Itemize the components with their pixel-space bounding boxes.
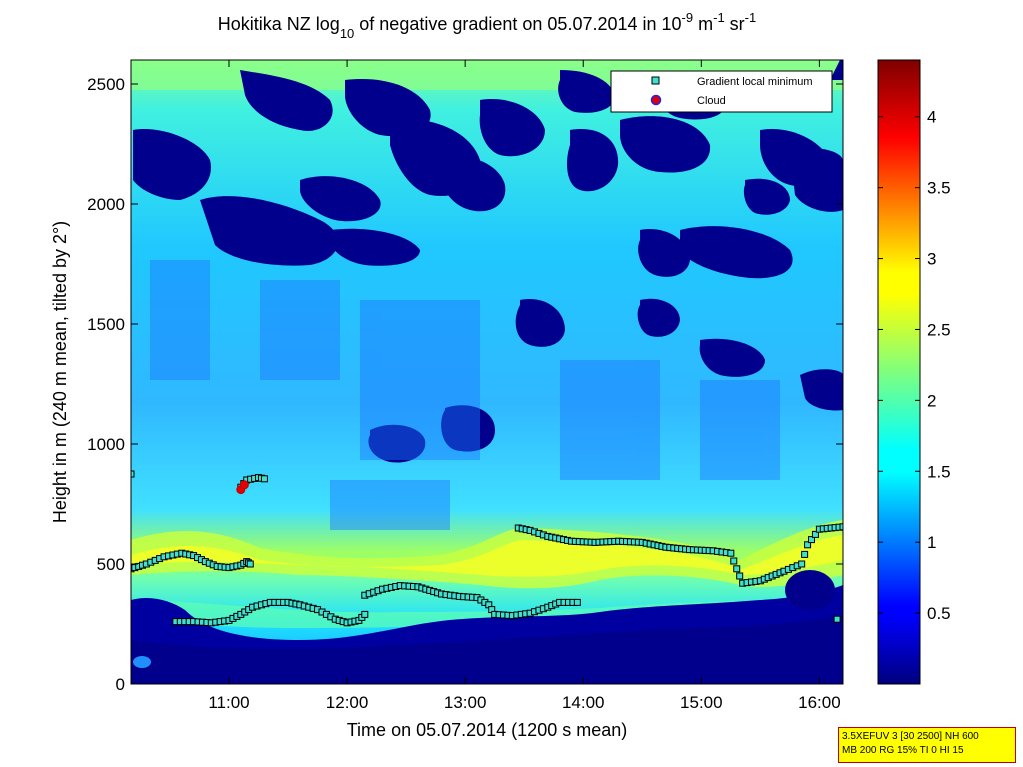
info-line-2: MB 200 RG 15% TI 0 HI 15 <box>842 745 964 756</box>
legend-label-cloud: Cloud <box>697 95 726 107</box>
x-tick-label: 11:00 <box>208 693 249 712</box>
gradient-minimum-marker <box>736 572 744 580</box>
gradient-minimum-marker <box>839 523 843 531</box>
gradient-minimum-marker <box>246 560 254 568</box>
y-tick-label: 2500 <box>87 75 125 94</box>
y-axis: 0 500 1000 1500 2000 2500 <box>87 75 843 694</box>
heatmap-field <box>131 60 843 684</box>
plot-frame <box>130 59 844 685</box>
colorbar-tick-label: 0.5 <box>927 604 951 623</box>
series-layer <box>131 470 843 627</box>
gradient-minimum-marker <box>573 598 581 606</box>
info-box: 3.5XEFUV 3 [30 2500] NH 600 MB 200 RG 15… <box>838 727 1016 763</box>
gradient-minimum-marker <box>804 541 812 549</box>
colorbar-tick-label: 2 <box>927 391 936 410</box>
gradient-minimum-marker <box>833 615 841 623</box>
legend-square-marker-icon <box>651 76 660 85</box>
gradient-minimum-marker <box>808 536 816 544</box>
colorbar-ticks: 0.5 1 1.5 2 2.5 3 3.5 4 <box>878 108 951 623</box>
gradient-minimum-marker <box>260 475 268 483</box>
colorbar-tick-label: 1.5 <box>927 462 951 481</box>
legend: Gradient local minimum Cloud <box>610 70 833 113</box>
cloud-marker <box>239 480 249 490</box>
gradient-minimum-marker <box>798 560 806 568</box>
x-tick-label: 13:00 <box>444 693 487 712</box>
colorbar-frame <box>877 59 921 685</box>
y-tick-label: 1000 <box>87 435 125 454</box>
y-tick-label: 1500 <box>87 315 125 334</box>
legend-box <box>610 70 833 113</box>
colorbar-tick-label: 3 <box>927 250 936 269</box>
x-axis: 11:00 12:00 13:00 14:00 15:00 16:00 <box>208 60 841 712</box>
y-axis-label: Height in m (240 m mean, tilted by 2°) <box>50 221 70 523</box>
colorbar-tick-label: 1 <box>927 533 936 552</box>
colorbar-tick-label: 2.5 <box>927 320 951 339</box>
colorbar-tick-label: 4 <box>927 108 936 127</box>
colorbar-gradient <box>878 60 920 684</box>
y-tick-label: 500 <box>97 555 125 574</box>
gradient-minimum-marker <box>361 610 369 618</box>
colorbar: 0.5 1 1.5 2 2.5 3 3.5 4 <box>877 59 951 685</box>
legend-label-gradient: Gradient local minimum <box>697 76 813 88</box>
chart-title: Hokitika NZ log10 of negative gradient o… <box>218 10 756 41</box>
legend-circle-marker-icon <box>650 94 662 106</box>
gradient-minimum-marker <box>801 550 809 558</box>
info-line-1: 3.5XEFUV 3 [30 2500] NH 600 <box>842 731 979 742</box>
x-tick-label: 15:00 <box>680 693 723 712</box>
x-tick-label: 16:00 <box>798 693 841 712</box>
colorbar-tick-label: 3.5 <box>927 179 951 198</box>
gradient-minimum-marker <box>811 530 819 538</box>
x-tick-label: 14:00 <box>562 693 605 712</box>
gradient-minimum-marker <box>733 565 741 573</box>
x-axis-label: Time on 05.07.2014 (1200 s mean) <box>347 720 628 740</box>
x-tick-label: 12:00 <box>326 693 369 712</box>
gradient-minimum-marker <box>131 470 135 478</box>
y-tick-label: 2000 <box>87 195 125 214</box>
gradient-minimum-marker <box>730 557 738 565</box>
gradient-minimum-marker <box>727 549 735 557</box>
y-tick-label: 0 <box>116 675 125 694</box>
